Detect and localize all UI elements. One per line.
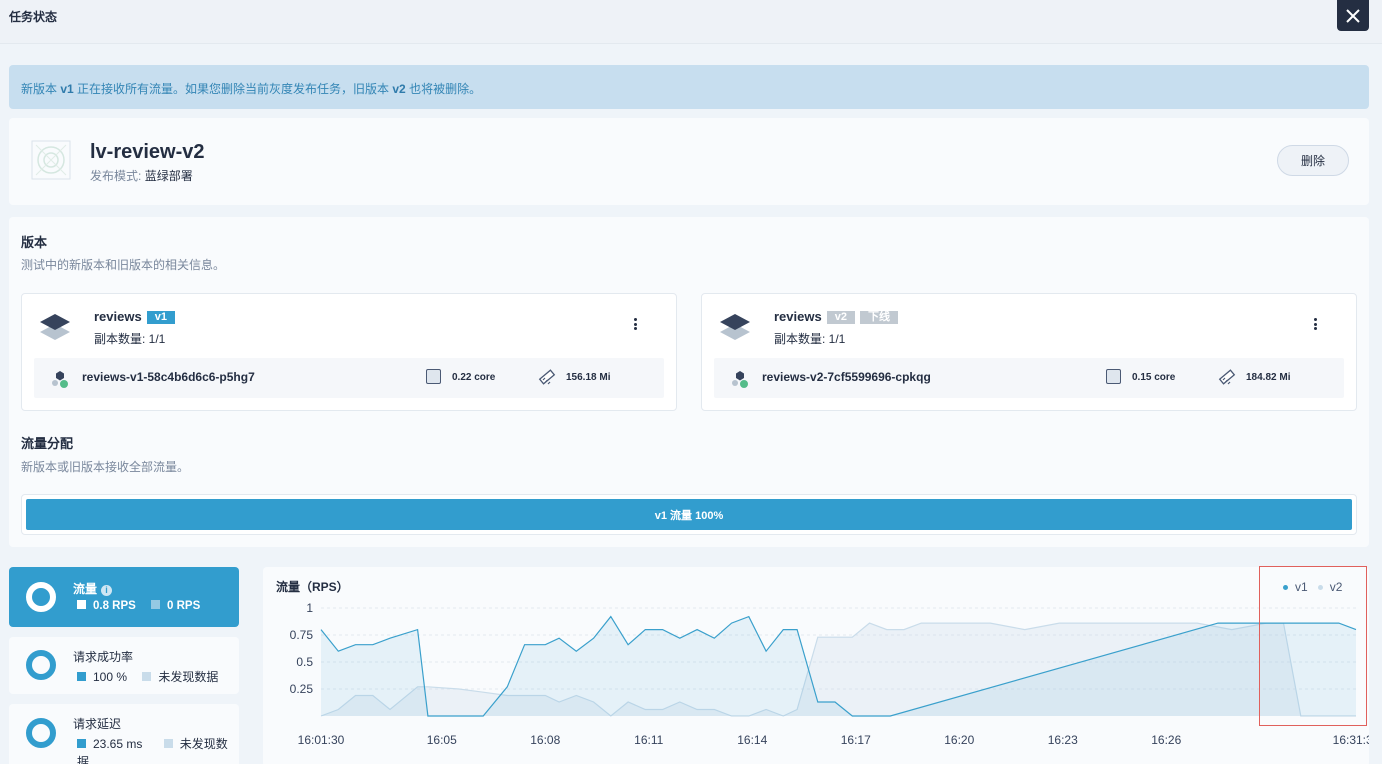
x-tick-label: 16:05	[427, 733, 457, 747]
chart-plot: 1 0.75 0.5 0.25 16:01:30 16:05 16:08 16:11 16:14…	[290, 601, 1369, 747]
memory-icon	[1218, 369, 1236, 385]
more-vertical-icon[interactable]	[632, 316, 638, 332]
x-tick-label: 16:31:30	[1333, 733, 1369, 747]
x-tick-label: 16:23	[1048, 733, 1078, 747]
pod-name: reviews-v1-58c4b6d6c6-p5hg7	[82, 370, 255, 384]
series-area-v1	[321, 616, 1356, 716]
offline-badge: 下线	[859, 311, 898, 324]
close-icon	[1346, 8, 1360, 23]
version-tag: v2	[826, 311, 855, 324]
memory-icon	[538, 369, 556, 385]
metric-title: 请求延迟	[73, 717, 122, 731]
chart-title: 流量（RPS）	[276, 580, 349, 594]
notice-suffix: 也将被删除。	[405, 82, 482, 96]
metric-title: 请求成功率	[73, 650, 134, 664]
x-tick-label: 16:20	[944, 733, 974, 747]
status-notice: 新版本 v1 正在接收所有流量。如果您删除当前灰度发布任务，旧版本 v2 也将被…	[9, 65, 1369, 109]
x-tick-label: 16:01:30	[298, 733, 345, 747]
release-mode: 发布模式: 蓝绿部署	[90, 167, 193, 184]
metric-success-rate[interactable]: 请求成功率 100 % 未发现数据	[9, 637, 239, 694]
pod-cpu: 0.22 core	[452, 372, 496, 383]
legend-label-v1: v1	[1295, 580, 1308, 594]
job-name: lv-review-v2	[90, 141, 205, 163]
metric-values: 23.65 ms 未发现数据	[77, 735, 237, 764]
legend-item-v2[interactable]: v2	[1317, 580, 1343, 594]
version-name: reviews v2 下线	[774, 309, 898, 324]
notice-new-version: v1	[60, 82, 74, 96]
metric-v1: 23.65 ms	[93, 737, 143, 751]
layers-icon	[720, 314, 750, 340]
layers-icon	[40, 314, 70, 340]
series-line-v2	[320, 622, 1356, 717]
version-name: reviews v1	[94, 309, 175, 324]
pod-name: reviews-v2-7cf5599696-cpkqg	[762, 370, 931, 384]
version-tag: v1	[146, 311, 175, 324]
traffic-chart: 流量（RPS） v1 v2 1 0.75 0.5 0.25 16:01:30 16:05 1…	[263, 566, 1369, 764]
notice-prefix: 新版本	[21, 82, 61, 96]
replica-count: 副本数量: 1/1	[94, 332, 166, 346]
versions-desc: 测试中的新版本和旧版本的相关信息。	[21, 258, 226, 272]
x-tick-label: 16:14	[737, 733, 767, 747]
replica-count: 副本数量: 1/1	[774, 332, 846, 346]
version-card-v2: reviews v2 下线 副本数量: 1/1 reviews-v2-7cf5599…	[701, 293, 1357, 411]
more-vertical-icon[interactable]	[1312, 316, 1318, 332]
metric-traffic[interactable]: 流量 i 0.8 RPS 0 RPS	[9, 567, 239, 627]
chart-legend: v1 v2	[1283, 580, 1342, 594]
metric-v2: 0 RPS	[167, 600, 201, 612]
series-area-v2	[321, 623, 1356, 716]
job-header: lv-review-v2 发布模式: 蓝绿部署 删除	[9, 118, 1369, 205]
page-title: 任务状态	[9, 10, 58, 24]
metric-v2: 未发现数据	[158, 670, 219, 684]
cpu-icon	[426, 369, 441, 384]
notice-old-version: v2	[392, 82, 406, 96]
traffic-desc: 新版本或旧版本接收全部流量。	[21, 460, 190, 474]
series-line-v1	[320, 615, 1357, 717]
version-card-v1: reviews v1 副本数量: 1/1 reviews-v1-58c4b6d6c…	[21, 293, 677, 411]
y-tick-label: 0.25	[290, 682, 314, 696]
ring-icon	[26, 582, 56, 612]
legend-item-v1[interactable]: v1	[1283, 580, 1308, 594]
legend-label-v2: v2	[1329, 580, 1343, 594]
metric-v1: 0.8 RPS	[93, 600, 136, 612]
top-bar: 任务状态	[0, 0, 1382, 44]
x-tick-label: 16:11	[634, 733, 663, 747]
metric-v1: 100 %	[93, 670, 128, 684]
metric-title: 流量 i	[73, 580, 113, 597]
version-name-text: reviews	[774, 309, 822, 324]
ring-icon	[26, 718, 56, 748]
pod-row[interactable]: reviews-v1-58c4b6d6c6-p5hg7 0.22 core 15…	[34, 358, 664, 398]
info-icon[interactable]: i	[101, 585, 113, 596]
y-tick-label: 1	[306, 601, 313, 615]
traffic-bar-v1[interactable]: v1 流量 100%	[26, 499, 1352, 530]
ring-icon	[26, 650, 56, 680]
x-tick-label: 16:26	[1151, 733, 1181, 747]
pod-row[interactable]: reviews-v2-7cf5599696-cpkqg 0.15 core 18…	[714, 358, 1344, 398]
x-tick-label: 16:08	[530, 733, 560, 747]
version-name-text: reviews	[94, 309, 142, 324]
metric-values: 100 % 未发现数据	[77, 668, 218, 685]
y-tick-label: 0.75	[290, 628, 314, 642]
project-logo-icon	[31, 140, 71, 180]
metric-latency[interactable]: 请求延迟 23.65 ms 未发现数据	[9, 704, 239, 764]
traffic-title: 流量分配	[21, 436, 74, 451]
notice-middle: 正在接收所有流量。如果您删除当前灰度发布任务，旧版本	[73, 82, 393, 96]
metric-v2: 未发现数据	[77, 737, 228, 764]
x-tick-label: 16:17	[841, 733, 871, 747]
metric-values: 0.8 RPS 0 RPS	[77, 600, 200, 612]
release-mode-value: 蓝绿部署	[144, 169, 193, 183]
pod-memory: 156.18 Mi	[566, 372, 611, 383]
versions-title: 版本	[21, 235, 48, 250]
metric-title-text: 流量	[73, 582, 98, 596]
traffic-split: v1 流量 100%	[21, 494, 1357, 535]
pod-memory: 184.82 Mi	[1246, 372, 1291, 383]
release-mode-label: 发布模式:	[90, 169, 142, 183]
close-button[interactable]	[1337, 0, 1369, 31]
cpu-icon	[1106, 369, 1121, 384]
pod-icon	[52, 371, 68, 388]
y-tick-label: 0.5	[296, 655, 313, 669]
versions-panel: 版本 测试中的新版本和旧版本的相关信息。 reviews v1 副本数量: 1/1…	[9, 217, 1369, 547]
delete-button[interactable]: 删除	[1277, 145, 1349, 176]
pod-cpu: 0.15 core	[1132, 372, 1176, 383]
pod-icon	[732, 371, 748, 388]
